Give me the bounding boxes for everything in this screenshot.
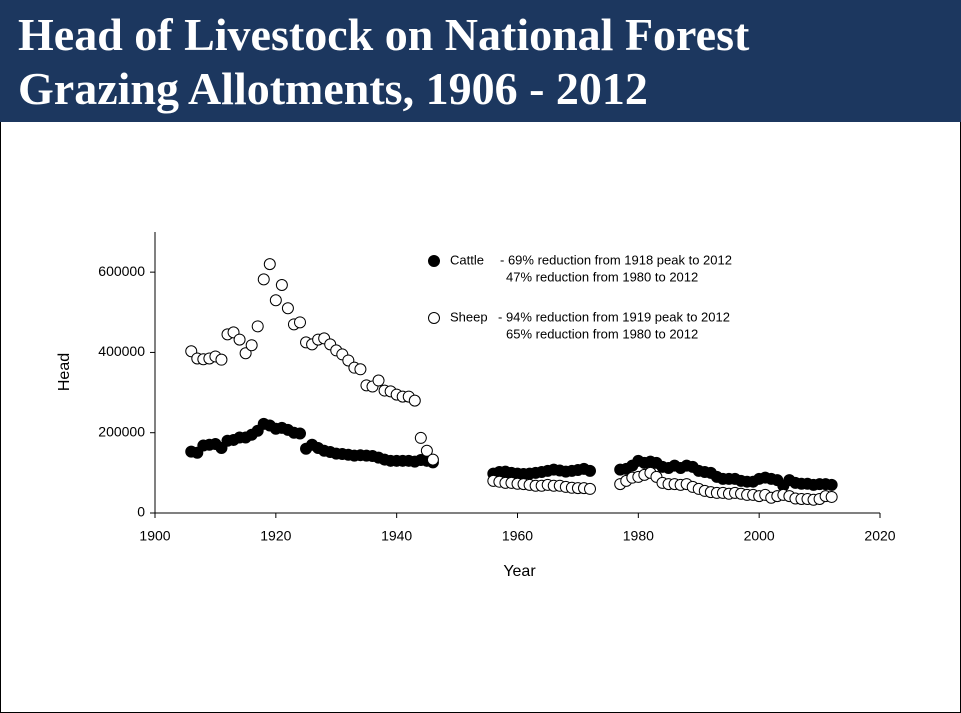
data-point <box>269 294 282 307</box>
x-tick-label: 1940 <box>381 528 412 544</box>
data-point <box>584 482 596 495</box>
x-tick-label: 1900 <box>139 528 170 544</box>
x-tick-label: 2020 <box>864 528 895 544</box>
x-axis-label: Year <box>503 563 536 580</box>
y-tick-label: 200000 <box>98 423 145 439</box>
data-point <box>825 490 838 503</box>
legend-note: 65% reduction from 1980 to 2012 <box>506 326 698 341</box>
x-tick-label: 1980 <box>623 528 654 544</box>
legend-note: - 69% reduction from 1918 peak to 2012 <box>500 252 732 267</box>
data-point <box>294 427 306 440</box>
data-point <box>354 363 367 376</box>
data-point <box>281 302 294 315</box>
data-point <box>584 464 596 477</box>
x-tick-label: 1960 <box>502 528 533 544</box>
data-point <box>275 278 288 291</box>
header-band: Head of Livestock on National Forest Gra… <box>0 0 961 122</box>
data-point <box>251 320 264 333</box>
data-point <box>372 374 385 387</box>
data-point <box>245 339 258 352</box>
legend-note: - 94% reduction from 1919 peak to 2012 <box>498 309 730 324</box>
data-point <box>215 353 228 366</box>
y-tick-label: 400000 <box>98 343 145 359</box>
y-axis-label: Head <box>56 353 73 391</box>
data-point <box>239 347 252 360</box>
y-tick-label: 600000 <box>98 263 145 279</box>
legend-marker <box>428 255 440 267</box>
slide-title: Head of Livestock on National Forest Gra… <box>18 9 750 114</box>
legend-note: 47% reduction from 1980 to 2012 <box>506 269 698 284</box>
data-point <box>233 333 246 346</box>
data-point <box>408 394 421 407</box>
y-tick-label: 0 <box>137 504 145 520</box>
x-tick-label: 2000 <box>744 528 775 544</box>
data-point <box>420 444 433 457</box>
legend-label: Sheep <box>450 309 488 324</box>
data-point <box>257 273 270 286</box>
legend-label: Cattle <box>450 252 484 267</box>
data-point <box>825 478 838 491</box>
data-point <box>294 316 306 329</box>
data-point <box>414 431 427 444</box>
data-point <box>263 258 276 271</box>
x-tick-label: 1920 <box>260 528 291 544</box>
data-point <box>426 453 439 466</box>
legend-marker <box>428 312 440 324</box>
